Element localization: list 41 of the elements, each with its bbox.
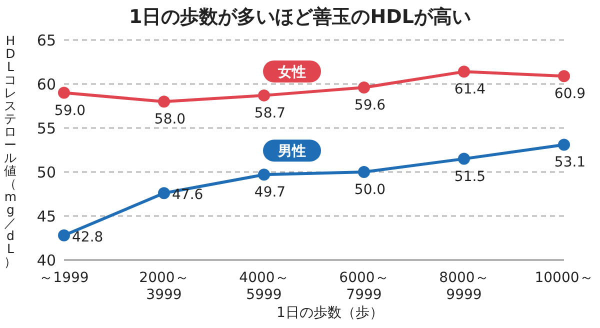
data-label: 60.9 [554, 86, 586, 102]
point [558, 138, 570, 151]
data-label: 51.5 [454, 168, 486, 185]
text: HDLコレステロール値（mg／dL） [4, 33, 17, 269]
y-tick-label: 60 [36, 75, 56, 94]
data-label: 61.4 [454, 82, 486, 98]
point [258, 168, 270, 181]
x-tick-label: 10000～ [534, 270, 594, 286]
point [58, 229, 70, 242]
data-label: 53.1 [554, 154, 586, 171]
point [58, 86, 70, 99]
x-tick-label: ～1999 [39, 270, 89, 286]
data-label: 59.0 [54, 102, 86, 119]
data-label: 58.0 [154, 112, 186, 128]
point [158, 187, 170, 200]
data-label: 49.7 [254, 184, 286, 201]
point [458, 66, 470, 78]
x-tick-label: 2000～3999 [139, 270, 189, 303]
data-label: 58.7 [254, 105, 286, 122]
x-tick-label: 8000～9999 [439, 270, 489, 303]
data-label: 50.0 [354, 182, 386, 198]
y-tick-label: 55 [36, 119, 56, 138]
y-tick-label: 65 [36, 31, 56, 50]
y-tick-label: 50 [36, 163, 56, 182]
point [158, 96, 170, 108]
data-label: 47.6 [172, 187, 204, 204]
x-axis-title: 1日の歩数（歩） [276, 304, 384, 322]
y-tick-label: 40 [36, 251, 56, 270]
x-tick-label: 4000～5999 [239, 270, 289, 303]
point [458, 152, 470, 165]
series-label: 男性 [277, 144, 306, 160]
point [358, 166, 370, 178]
point [558, 70, 570, 82]
point [358, 82, 370, 94]
chart-title: 1日の歩数が多いほど善玉のHDLが高い [128, 5, 472, 30]
data-label: 59.6 [354, 98, 386, 114]
series-label: 女性 [277, 64, 306, 80]
y-tick-label: 45 [36, 207, 56, 226]
x-tick-label: 6000～7999 [339, 270, 389, 303]
point [258, 89, 270, 102]
data-label: 42.8 [72, 229, 104, 246]
